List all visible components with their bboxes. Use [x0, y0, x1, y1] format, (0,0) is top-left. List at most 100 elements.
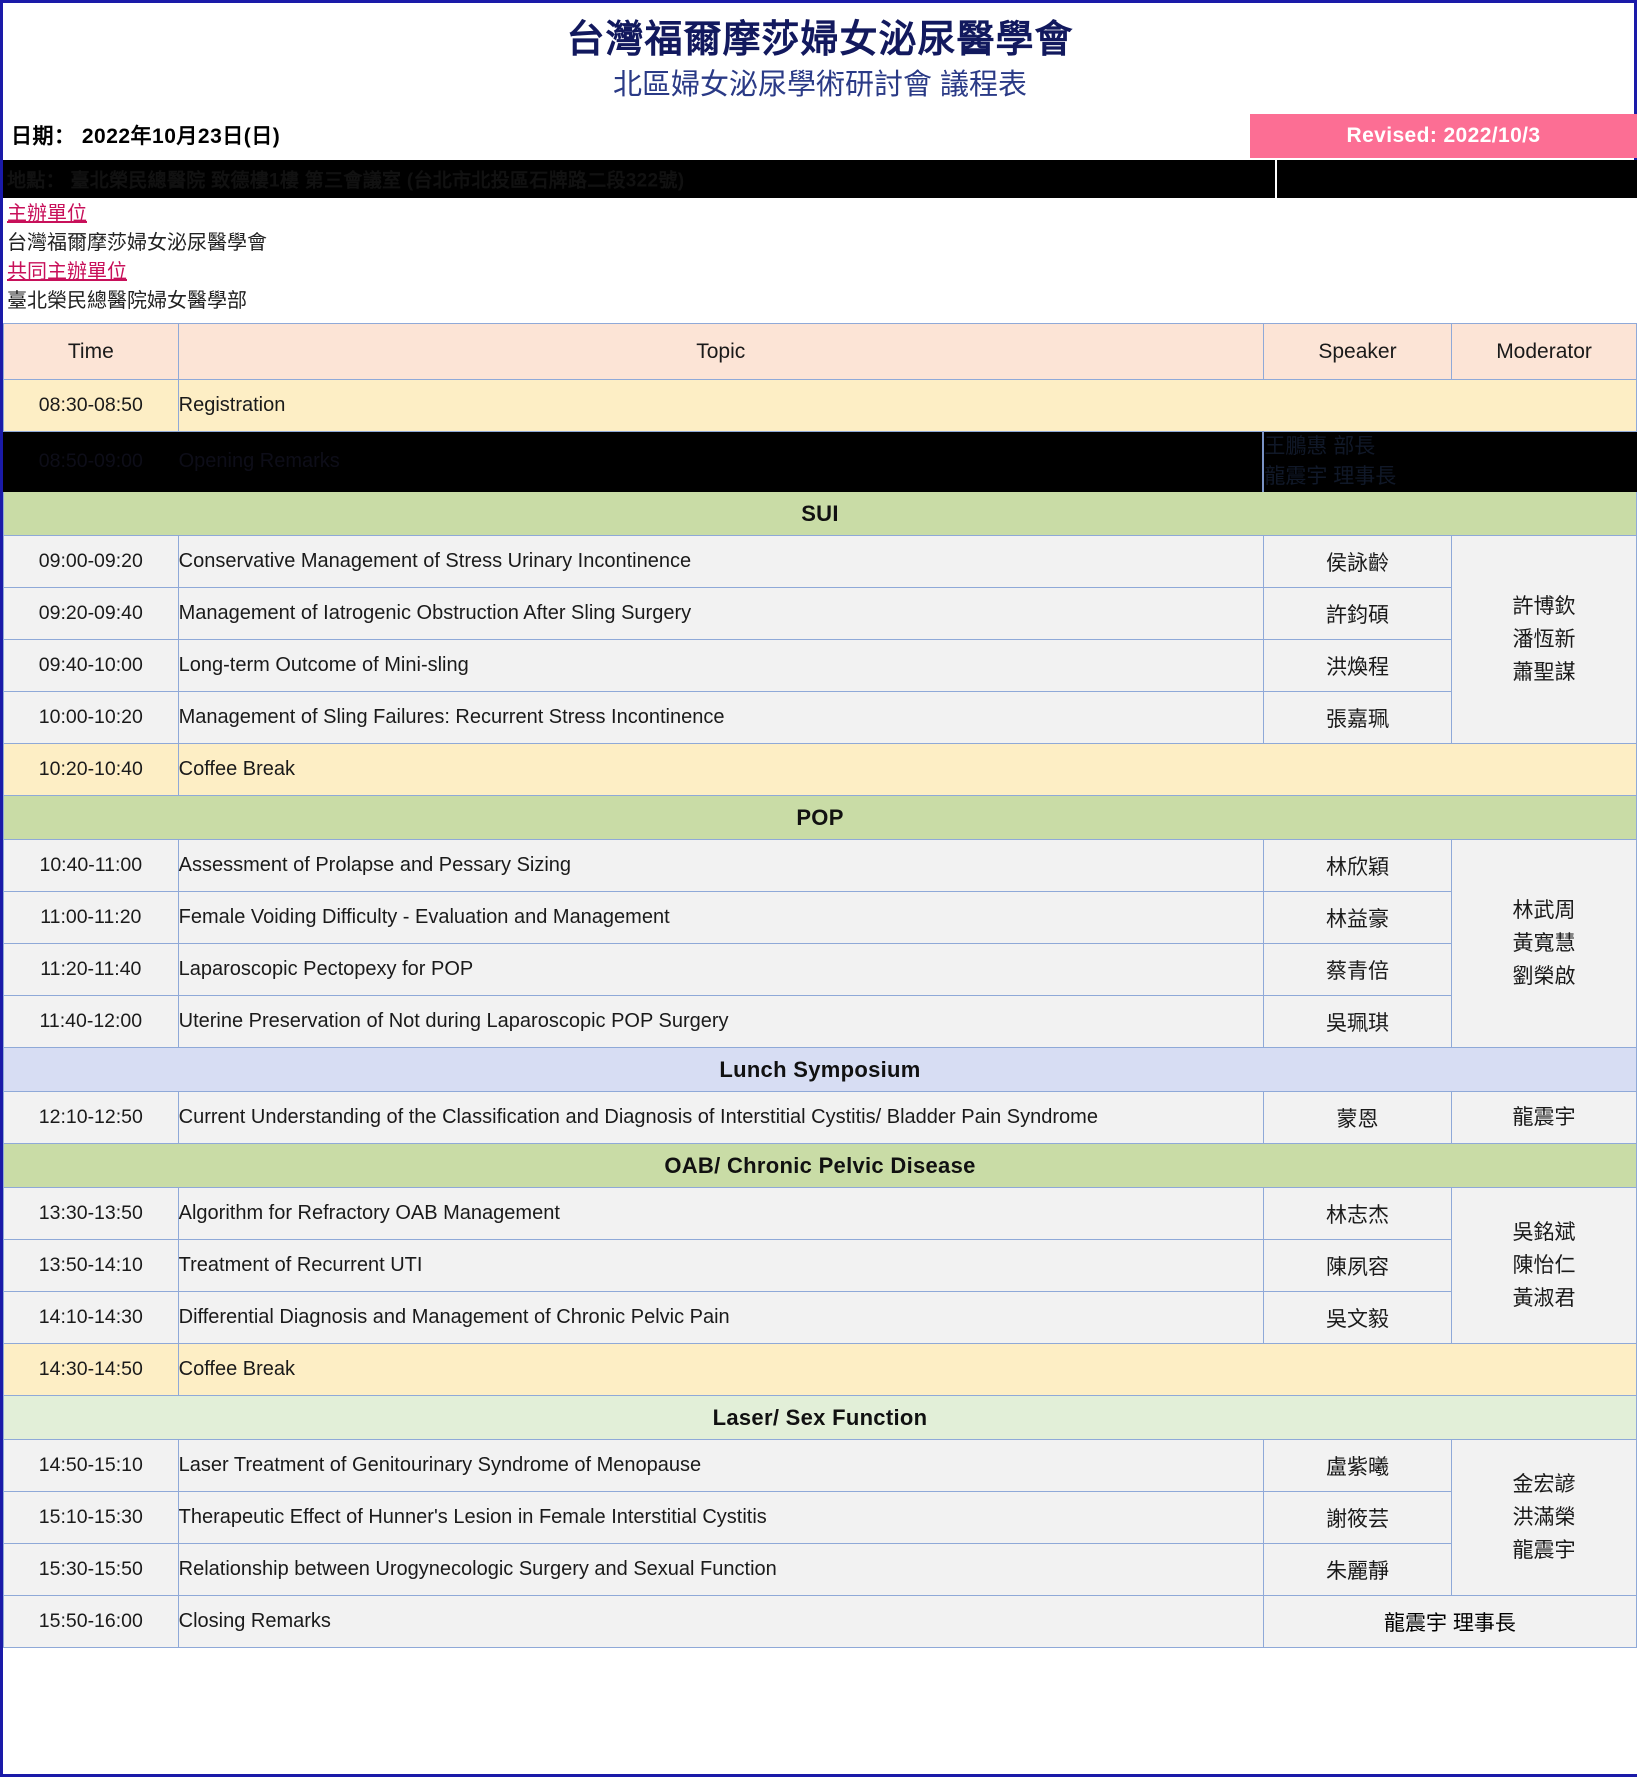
session-title: OAB/ Chronic Pelvic Disease [3, 1143, 1637, 1189]
session-title: Lunch Symposium [3, 1047, 1637, 1093]
moderator-name: 龍震宇 [1512, 1106, 1576, 1129]
table-row: 09:00-09:20 Conservative Management of St… [3, 535, 1637, 745]
moderator-name: 蕭聖謀 [1512, 661, 1576, 685]
cell-moderator: 吳銘斌 陳怡仁 黃淑君 [1451, 1187, 1637, 1345]
table-row: 14:50-15:10 Laser Treatment of Genitourin… [3, 1439, 1637, 1597]
page-header: 台灣福爾摩莎婦女泌尿醫學會 北區婦女泌尿學術研討會 議程表 日期： 2022年1… [3, 0, 1637, 320]
cell-time: 15:10-15:30 [3, 1491, 179, 1545]
cell-moderator: 龍震宇 理事長 [1262, 1595, 1637, 1649]
cell-speaker: 林欣穎 [1262, 839, 1453, 893]
moderator-name: 潘恆新 [1512, 628, 1576, 651]
cell-moderator: 許博欽 潘恆新 蕭聖謀 [1451, 535, 1637, 745]
organizer-label: 主辦單位 [7, 203, 87, 226]
organizer-value: 台灣福爾摩莎婦女泌尿醫學會 [7, 232, 267, 255]
cell-time: 10:40-11:00 [3, 839, 179, 893]
cell-topic: Laparoscopic Pectopexy for POP [177, 943, 1264, 997]
moderator-name: 王鵬惠 部長 [1264, 435, 1376, 459]
cell-topic: Current Understanding of the Classificat… [177, 1091, 1264, 1145]
moderator-name: 林武周 [1512, 898, 1576, 922]
cell-topic: Coffee Break [177, 1343, 1637, 1397]
table-row: 11:20-11:40 Laparoscopic Pectopexy for PO… [3, 943, 1637, 997]
cell-time: 11:00-11:20 [3, 891, 179, 945]
column-header-speaker: Speaker [1262, 323, 1453, 381]
moderator-name: 龍震宇 理事長 [1264, 464, 1397, 488]
cell-topic: Long-term Outcome of Mini-sling [177, 639, 1264, 693]
venue-bar: 地點： 臺北榮民總醫院 致德樓1樓 第三會議室 (台北市北投區石牌路二段322號… [3, 160, 1637, 199]
column-header-topic: Topic [177, 323, 1264, 381]
moderator-name: 許博欽 [1512, 594, 1576, 618]
moderator-name: 洪滿榮 [1512, 1506, 1576, 1529]
table-row: 09:40-10:00 Long-term Outcome of Mini-sli… [3, 639, 1637, 693]
cell-topic: Registration [177, 379, 1637, 433]
cell-time: 09:40-10:00 [3, 639, 179, 693]
cell-speaker: 蔡青倍 [1262, 943, 1453, 997]
cell-speaker: 盧紫曦 [1262, 1439, 1453, 1493]
cell-topic: Algorithm for Refractory OAB Management [177, 1187, 1264, 1241]
page-title: 台灣福爾摩莎婦女泌尿醫學會 [566, 19, 1074, 61]
organizer-block: 主辦單位 台灣福爾摩莎婦女泌尿醫學會 共同主辦單位 臺北榮民總醫院婦女醫學部 [3, 198, 1637, 320]
moderator-name: 黃寬慧 [1512, 932, 1576, 955]
cell-speaker: 林益豪 [1262, 891, 1453, 945]
cell-time: 08:50-09:00 [3, 431, 179, 493]
table-row: 10:00-10:20 Management of Sling Failures:… [3, 691, 1637, 745]
cell-speaker: 許鈞碩 [1262, 587, 1453, 641]
session-title: POP [3, 795, 1637, 841]
table-header-row: Time Topic Speaker Moderator [3, 323, 1637, 381]
section-header-row: SUI [3, 491, 1637, 537]
cell-speaker: 洪煥程 [1262, 639, 1453, 693]
moderator-name: 龍震宇 [1512, 1539, 1576, 1563]
cell-time: 14:30-14:50 [3, 1343, 179, 1397]
table-row: 08:30-08:50 Registration [3, 379, 1637, 433]
cell-time: 14:50-15:10 [3, 1439, 179, 1493]
cell-topic: Relationship between Urogynecologic Surg… [177, 1543, 1264, 1597]
event-date: 日期： 2022年10月23日(日) [11, 125, 281, 149]
cell-time: 15:30-15:50 [3, 1543, 179, 1597]
revised-badge: Revised: 2022/10/3 [1250, 114, 1637, 159]
session-title: Laser/ Sex Function [3, 1395, 1637, 1441]
moderator-name: 吳銘斌 [1512, 1220, 1576, 1244]
cell-time: 14:10-14:30 [3, 1291, 179, 1345]
cell-topic: Therapeutic Effect of Hunner's Lesion in… [177, 1491, 1264, 1545]
venue-text: 地點： 臺北榮民總醫院 致德樓1樓 第三會議室 (台北市北投區石牌路二段322號… [7, 170, 685, 192]
cell-time: 09:20-09:40 [3, 587, 179, 641]
section-header-row: OAB/ Chronic Pelvic Disease [3, 1143, 1637, 1189]
coorganizer-value: 臺北榮民總醫院婦女醫學部 [7, 290, 247, 313]
table-row: 13:50-14:10 Treatment of Recurrent UTI 陳夙容 [3, 1239, 1637, 1293]
column-header-time: Time [3, 323, 179, 381]
cell-topic: Opening Remarks [177, 431, 1264, 493]
section-header-row: Laser/ Sex Function [3, 1395, 1637, 1441]
right-border-rule [1634, 0, 1637, 195]
table-row: 15:10-15:30 Therapeutic Effect of Hunner'… [3, 1491, 1637, 1545]
cell-time: 09:00-09:20 [3, 535, 179, 589]
cell-topic: Management of Sling Failures: Recurrent … [177, 691, 1264, 745]
cell-time: 11:20-11:40 [3, 943, 179, 997]
moderator-name: 金宏諺 [1512, 1472, 1576, 1496]
cell-moderator: 林武周 黃寬慧 劉榮啟 [1451, 839, 1637, 1049]
cell-topic: Female Voiding Difficulty - Evaluation a… [177, 891, 1264, 945]
cell-time: 10:20-10:40 [3, 743, 179, 797]
cell-topic: Conservative Management of Stress Urinar… [177, 535, 1264, 589]
cell-speaker: 林志杰 [1262, 1187, 1453, 1241]
cell-speaker: 蒙恩 [1262, 1091, 1453, 1145]
cell-topic: Treatment of Recurrent UTI [177, 1239, 1264, 1293]
venue-divider [1275, 160, 1277, 199]
coorganizer-label: 共同主辦單位 [7, 261, 127, 284]
cell-topic: Closing Remarks [177, 1595, 1264, 1649]
cell-moderator: 王鵬惠 部長 龍震宇 理事長 [1262, 431, 1637, 493]
moderator-name: 劉榮啟 [1512, 965, 1576, 989]
table-row: 10:20-10:40 Coffee Break [3, 743, 1637, 797]
cell-topic: Assessment of Prolapse and Pessary Sizin… [177, 839, 1264, 893]
session-title: SUI [3, 491, 1637, 537]
moderator-name: 陳怡仁 [1512, 1254, 1576, 1277]
table-row: 11:40-12:00 Uterine Preservation of Not d… [3, 995, 1637, 1049]
cell-time: 15:50-16:00 [3, 1595, 179, 1649]
cell-speaker: 謝筱芸 [1262, 1491, 1453, 1545]
cell-time: 08:30-08:50 [3, 379, 179, 433]
cell-speaker: 陳夙容 [1262, 1239, 1453, 1293]
table-row: 08:50-09:00 Opening Remarks 王鵬惠 部長 龍震宇 理事長 [3, 431, 1637, 493]
cell-speaker: 吳文毅 [1262, 1291, 1453, 1345]
cell-topic: Management of Iatrogenic Obstruction Aft… [177, 587, 1264, 641]
table-row: 10:40-11:00 Assessment of Prolapse and Pe… [3, 839, 1637, 1049]
cell-topic: Differential Diagnosis and Management of… [177, 1291, 1264, 1345]
